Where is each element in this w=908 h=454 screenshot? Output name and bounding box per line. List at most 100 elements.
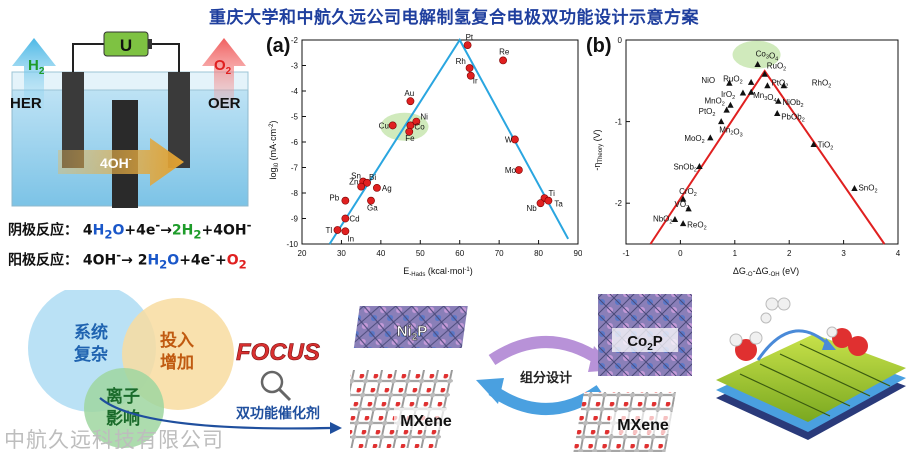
x-tick-label: 60 — [455, 249, 464, 258]
hydrogen-atom-icon — [765, 297, 779, 311]
panel-label-b: (b) — [586, 35, 612, 57]
anode-o2: O — [226, 252, 239, 269]
chart-frame — [625, 39, 899, 245]
data-point — [357, 182, 366, 191]
co2p-label: Co2P — [627, 333, 663, 353]
data-point — [679, 195, 687, 202]
h2-arrow-icon — [12, 38, 56, 110]
o2-label: O — [214, 57, 226, 74]
mxene-label-2: MXene — [617, 417, 669, 434]
her-label: HER — [10, 95, 42, 112]
data-label: RuO2 — [723, 74, 743, 85]
mxene-label-1: MXene — [400, 413, 452, 430]
data-label: In — [347, 234, 354, 243]
data-point — [764, 82, 771, 89]
highlight-region — [732, 40, 781, 69]
anode-e-sup: - — [210, 248, 215, 262]
anode-o2-sub: 2 — [238, 257, 247, 272]
anode-h2o-o: O — [167, 252, 180, 269]
data-point — [466, 71, 475, 80]
data-point — [696, 162, 703, 169]
data-point — [727, 101, 734, 108]
data-label: Bi — [369, 173, 376, 182]
svg-text:4OH-: 4OH- — [100, 154, 132, 171]
data-label: NiOb2 — [782, 98, 803, 109]
hydroxide-label: 4OH — [100, 155, 129, 171]
hydroxide-arrow-icon — [58, 138, 184, 186]
x-tick-label: 0 — [678, 249, 683, 258]
anode-electrode — [168, 72, 190, 168]
anode-label: 阳极反应： — [8, 252, 78, 269]
o2-sub: 2 — [226, 66, 232, 77]
data-label: IrO2 — [721, 90, 735, 101]
data-point — [341, 227, 350, 236]
data-label: Ga — [367, 204, 378, 213]
venn-text-ion-1: 离子 — [106, 386, 140, 406]
ni2p-lattice — [353, 306, 468, 348]
venn-diagram: 系统 复杂 投入 增加 离子 影响 双功能催化剂 FOCUS — [28, 290, 342, 448]
y-tick-label: -10 — [286, 240, 298, 249]
data-point — [739, 89, 747, 96]
data-label: Nb — [527, 204, 538, 213]
materials-diagram: Ni2P MXene 组分设计 Co2P MXene — [350, 294, 692, 452]
data-point — [685, 205, 692, 212]
electrolysis-cell: U H2 O2 HER OER 4OH- — [10, 31, 249, 208]
data-point — [499, 56, 507, 65]
x-tick-label: 1 — [733, 249, 738, 258]
data-label: W — [505, 135, 513, 144]
y-tick-label: -2 — [291, 36, 299, 45]
venn-text-investment-2: 增加 — [160, 352, 194, 372]
data-point — [780, 82, 787, 89]
o2-arrow-icon — [202, 38, 246, 110]
x-tick-label: -1 — [622, 249, 630, 258]
x-tick-label: 70 — [495, 249, 504, 258]
data-label: Ir — [473, 77, 478, 86]
data-point — [723, 106, 730, 113]
data-point — [511, 135, 519, 144]
anode-electrons: +4e — [179, 252, 211, 269]
data-label: Cd — [349, 215, 359, 224]
data-label: Pb — [329, 194, 339, 203]
data-point — [333, 226, 342, 234]
data-point — [341, 196, 350, 205]
cathode-equation: 阴极反应： 4H2O+4e-→2H2+4OH- — [8, 218, 251, 241]
data-label: Ta — [554, 200, 563, 209]
data-point — [536, 199, 545, 208]
venn-text-system-2: 复杂 — [73, 344, 108, 364]
data-point — [373, 183, 381, 192]
cathode-coef: 4 — [82, 222, 93, 239]
y-tick-label: -2 — [615, 199, 623, 208]
data-point — [367, 196, 375, 205]
data-label: VO2 — [675, 200, 690, 211]
tank-top — [11, 71, 249, 91]
data-label: PtO2 — [771, 79, 788, 90]
data-label: ReO2 — [687, 221, 707, 232]
data-label: Mn2O3 — [719, 126, 742, 139]
data-label: Sn — [351, 172, 361, 181]
y-tick-label: 0 — [618, 36, 623, 45]
data-label: Ni — [420, 113, 428, 122]
cathode-oh: +4OH — [201, 222, 247, 239]
chart-b-ylabel: -ηTheory (V) — [592, 129, 604, 170]
data-point — [514, 166, 523, 174]
anode-h2o-coef: 2 — [137, 252, 148, 269]
data-label: MoO2 — [684, 134, 704, 145]
h2-label: H — [28, 57, 39, 74]
svg-text:O2: O2 — [214, 57, 232, 77]
cathode-electrons: +4e — [124, 222, 156, 239]
cathode-h2o-sub: 2 — [104, 227, 113, 242]
anode-plus: + — [215, 252, 227, 269]
x-tick-label: 80 — [534, 249, 543, 258]
y-tick-label: -9 — [291, 215, 299, 224]
x-tick-label: 4 — [896, 249, 901, 258]
x-tick-label: 20 — [298, 249, 307, 258]
data-point — [406, 121, 415, 130]
data-point — [707, 134, 714, 141]
data-point — [341, 214, 350, 223]
data-label: SnO2 — [858, 184, 877, 195]
data-label: MnO2 — [704, 96, 724, 107]
cathode-arrow: → — [160, 222, 172, 239]
watermark: 中航久远科技有限公司 — [4, 428, 224, 452]
y-tick-label: -8 — [291, 189, 299, 198]
